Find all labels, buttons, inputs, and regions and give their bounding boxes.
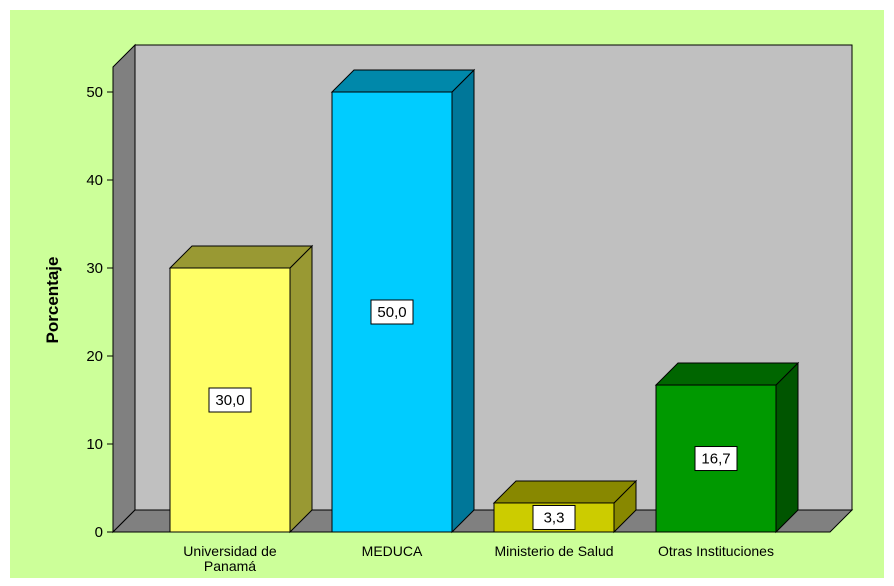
data-label: 3,3 (544, 509, 565, 526)
data-label-box (694, 446, 738, 472)
y-tick-label: 20 (86, 348, 103, 365)
bar-top (654, 362, 800, 386)
bar: 3,3 (492, 479, 638, 534)
bars: 30,0 50,0 3,3 16,7 (168, 68, 800, 534)
y-tick-label: 0 (95, 524, 103, 541)
bar: 30,0 (168, 244, 314, 534)
y-tick-label: 30 (86, 260, 103, 277)
bar: 16,7 (654, 361, 800, 534)
x-tick-label-line: MEDUCA (362, 543, 423, 559)
data-label-box (208, 387, 252, 413)
x-tick-label-line: Ministerio de Salud (494, 543, 613, 559)
x-tick-label: MEDUCA (362, 543, 423, 559)
x-tick-label-line: Otras Instituciones (658, 543, 774, 559)
data-label-box (532, 504, 576, 530)
bar-side (289, 244, 313, 534)
y-tick-label: 40 (86, 172, 103, 189)
y-tick-label: 10 (86, 436, 103, 453)
bar-top (492, 480, 638, 504)
bar-top (168, 245, 314, 269)
x-tick-label: Ministerio de Salud (494, 543, 613, 559)
data-label: 30,0 (215, 392, 244, 409)
bar: 50,0 (330, 68, 476, 534)
data-label: 50,0 (377, 304, 406, 321)
x-tick-label: Universidad de Panamá (183, 543, 277, 574)
x-tick-label-line: Panamá (204, 558, 256, 574)
y-axis-title: Porcentaje (43, 257, 62, 344)
bar-side (775, 361, 799, 534)
y-tick-label: 50 (86, 84, 103, 101)
x-axis-labels: Universidad de Panamá MEDUCA Ministerio de … (183, 543, 774, 574)
bar-side (451, 68, 475, 534)
plot-left-wall (112, 43, 136, 534)
x-tick-label: Otras Instituciones (658, 543, 774, 559)
data-label-box (370, 299, 414, 325)
data-label: 16,7 (701, 451, 730, 468)
y-axis: 0 10 20 30 40 50 (86, 67, 114, 541)
bar-top (330, 69, 476, 93)
x-tick-label-line: Universidad de (183, 543, 277, 559)
